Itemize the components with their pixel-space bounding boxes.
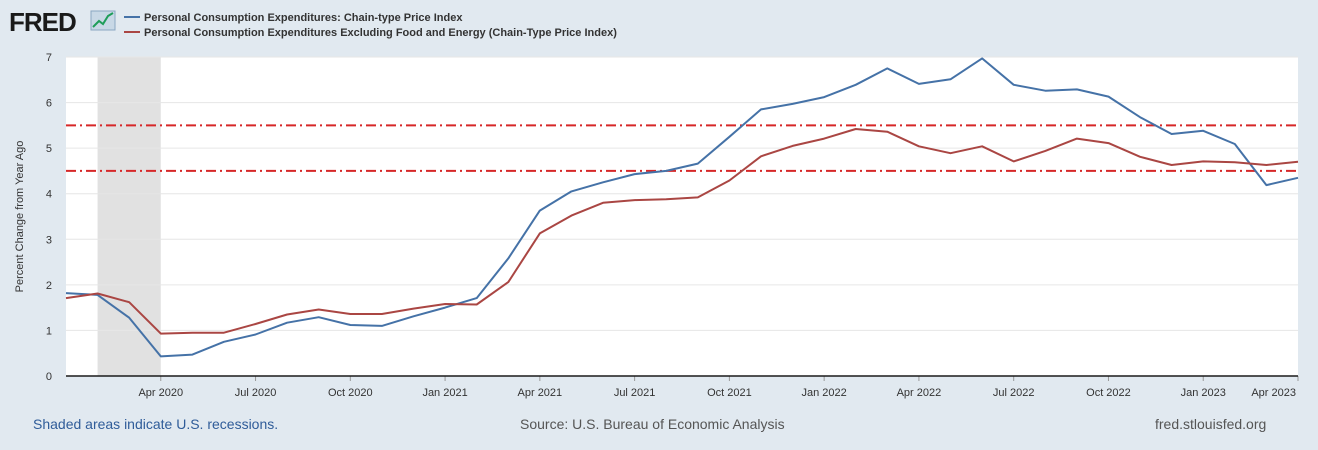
x-tick-label: Jan 2023	[1181, 387, 1226, 399]
source-note: Source: U.S. Bureau of Economic Analysis	[520, 416, 785, 432]
y-tick-label: 5	[46, 143, 52, 155]
legend-label[interactable]: Personal Consumption Expenditures Exclud…	[144, 27, 617, 39]
y-tick-label: 0	[46, 371, 52, 383]
x-tick-label: Jan 2021	[422, 387, 467, 399]
x-tick-label: Oct 2021	[707, 387, 752, 399]
y-tick-label: 6	[46, 98, 52, 110]
series-line-2	[65, 128, 1299, 335]
x-tick-label: Oct 2020	[328, 387, 373, 399]
x-tick-label: Jul 2020	[235, 387, 277, 399]
x-tick-label: Apr 2021	[518, 387, 563, 399]
series-line-1	[65, 57, 1299, 358]
x-tick-label: Apr 2020	[138, 387, 183, 399]
x-tick-label: Jul 2021	[614, 387, 656, 399]
legend-label[interactable]: Personal Consumption Expenditures: Chain…	[144, 12, 463, 24]
x-tick-label: Jul 2022	[993, 387, 1035, 399]
x-tick-label: Oct 2022	[1086, 387, 1131, 399]
fred-logo[interactable]: FRED	[9, 7, 77, 37]
y-tick-label: 7	[46, 52, 52, 64]
x-tick-label: Apr 2023	[1251, 387, 1296, 399]
y-tick-label: 1	[46, 325, 52, 337]
recession-shading	[97, 57, 161, 376]
x-tick-label: Apr 2022	[897, 387, 942, 399]
plot-area	[66, 57, 1298, 376]
y-tick-label: 4	[46, 189, 52, 201]
y-tick-label: 3	[46, 234, 52, 246]
recession-note: Shaded areas indicate U.S. recessions.	[33, 416, 279, 432]
x-tick-label: Jan 2022	[802, 387, 847, 399]
y-axis-label: Percent Change from Year Ago	[14, 141, 26, 293]
y-tick-label: 2	[46, 280, 52, 292]
fred-website-link[interactable]: fred.stlouisfed.org	[1155, 416, 1267, 432]
fred-logo-graph-icon	[90, 10, 116, 31]
